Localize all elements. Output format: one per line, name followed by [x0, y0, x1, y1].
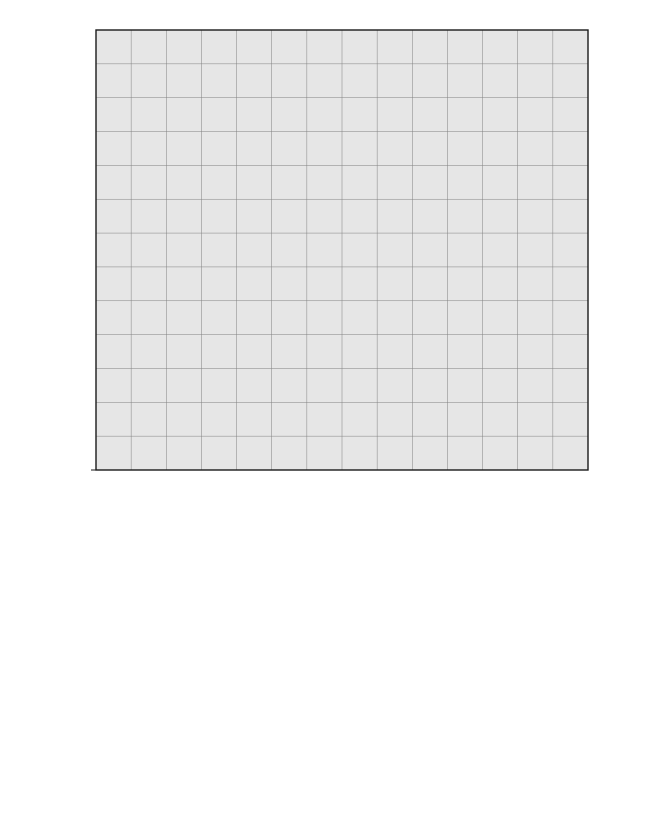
pump-curve-figure [48, 20, 655, 740]
